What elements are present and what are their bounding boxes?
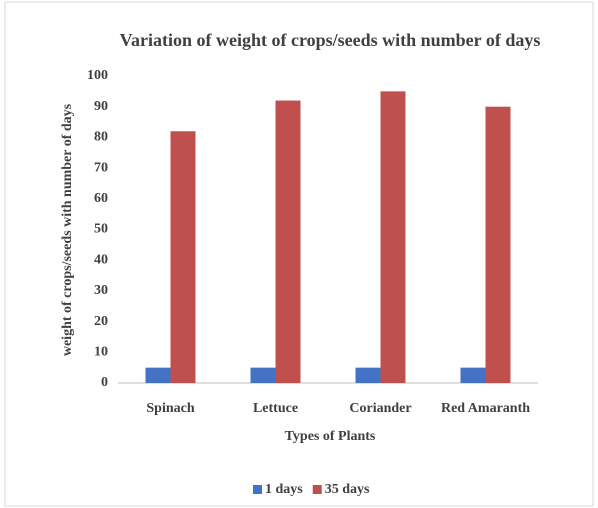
x-tick-label: Coriander <box>349 401 411 416</box>
bar <box>250 367 276 383</box>
x-tick-label: Lettuce <box>253 401 298 416</box>
bar <box>355 367 381 383</box>
y-tick-label: 40 <box>94 252 108 267</box>
y-tick-label: 10 <box>94 345 108 360</box>
bar <box>460 367 486 383</box>
x-axis-label: Types of Plants <box>285 429 376 444</box>
y-tick-label: 70 <box>94 160 108 175</box>
y-axis-label: weight of crops/seeds with number of day… <box>60 103 75 356</box>
bar <box>380 91 406 383</box>
bar <box>145 367 171 383</box>
y-tick-label: 100 <box>87 68 108 83</box>
bar <box>275 100 301 383</box>
y-tick-label: 90 <box>94 99 108 114</box>
y-tick-label: 20 <box>94 314 108 329</box>
legend-swatch <box>312 485 322 494</box>
x-tick-label: Spinach <box>146 401 194 416</box>
chart-frame <box>4 1 594 507</box>
chart-title: Variation of weight of crops/seeds with … <box>120 30 541 50</box>
legend-swatch <box>253 485 262 494</box>
legend-label: 1 days <box>265 482 303 497</box>
bar <box>485 106 511 383</box>
y-tick-label: 80 <box>94 130 108 145</box>
bar <box>170 131 196 383</box>
y-tick-label: 60 <box>94 191 108 206</box>
y-tick-label: 50 <box>94 222 108 237</box>
y-tick-label: 0 <box>101 375 108 390</box>
x-tick-label: Red Amaranth <box>441 401 530 416</box>
y-tick-label: 30 <box>94 283 108 298</box>
legend-label: 35 days <box>325 482 370 497</box>
